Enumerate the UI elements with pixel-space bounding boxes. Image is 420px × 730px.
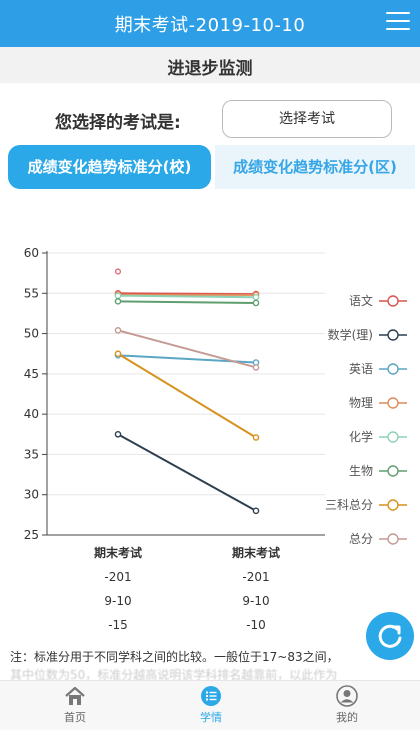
note-line-2: 其中位数为50，标准分越高说明该学科排名越靠前，以此作为	[10, 668, 338, 680]
data-point	[252, 294, 260, 301]
series-line-6	[117, 352, 257, 439]
x-tick-label: -201	[104, 570, 131, 584]
legend-marker	[387, 295, 399, 307]
nav-home[interactable]: 首页	[35, 685, 115, 725]
legend-label: 语文	[349, 293, 373, 308]
x-tick-label: -15	[108, 618, 128, 632]
user-icon	[336, 685, 358, 707]
data-point	[252, 299, 260, 307]
menu-icon[interactable]	[386, 12, 410, 32]
nav-mine[interactable]: 我的	[307, 685, 387, 725]
nav-study[interactable]: 学情	[171, 685, 251, 725]
list-icon	[201, 686, 221, 706]
x-tick-label: -201	[242, 570, 269, 584]
top-bar: 期末考试-2019-10-10	[0, 0, 420, 47]
select-exam-button[interactable]: 选择考试	[222, 100, 392, 138]
exam-select-label: 您选择的考试是:	[55, 113, 181, 133]
legend-label: 三科总分	[325, 498, 373, 512]
y-tick-label: 50	[24, 327, 39, 341]
legend-label: 英语	[349, 362, 373, 376]
legend-marker	[387, 465, 399, 477]
legend-label: 化学	[349, 429, 373, 444]
legend-marker	[387, 397, 399, 409]
x-tick-label: 9-10	[242, 594, 269, 608]
legend-label: 数学(理)	[328, 327, 373, 342]
data-point	[114, 298, 122, 305]
legend-label: 生物	[349, 464, 373, 478]
series-line-7	[117, 329, 257, 369]
data-point	[114, 268, 122, 275]
section-header: 进退步监测	[0, 47, 420, 83]
bottom-nav: 首页 学情 我的	[0, 680, 420, 730]
legend-marker	[387, 363, 399, 375]
series-line-5	[117, 300, 257, 304]
page-title: 期末考试-2019-10-10	[114, 15, 306, 36]
data-point	[252, 507, 260, 515]
exam-select-row: 您选择的考试是: 选择考试	[0, 100, 420, 140]
data-point	[114, 430, 122, 438]
tab-bar: 成绩变化趋势标准分(校) 成绩变化趋势标准分(区)	[8, 145, 415, 189]
legend-marker	[387, 533, 399, 545]
data-point	[114, 327, 122, 334]
y-tick-label: 55	[24, 286, 39, 300]
home-icon	[65, 686, 85, 705]
nav-mine-label: 我的	[336, 711, 358, 724]
tab-district-trend[interactable]: 成绩变化趋势标准分(区)	[215, 145, 415, 189]
x-tick-label: 9-10	[104, 594, 131, 608]
tab-school-trend[interactable]: 成绩变化趋势标准分(校)	[8, 145, 211, 189]
legend-marker	[387, 499, 399, 511]
data-point	[252, 434, 260, 441]
note-text: 注：标准分用于不同学科之间的比较。一般位于17~83之间， 其中位数为50，标准…	[10, 648, 415, 680]
legend-label: 物理	[349, 396, 373, 410]
data-point	[114, 292, 122, 300]
nav-study-label: 学情	[200, 711, 222, 724]
y-tick-label: 45	[24, 367, 39, 381]
y-tick-label: 35	[24, 447, 39, 461]
x-tick-label: -10	[246, 618, 266, 632]
y-tick-label: 60	[24, 246, 39, 260]
note-line-1: 注：标准分用于不同学科之间的比较。一般位于17~83之间，	[10, 650, 339, 664]
section-title: 进退步监测	[167, 59, 253, 79]
data-point	[114, 350, 122, 358]
x-tick-label: 期末考试	[94, 545, 142, 560]
y-tick-label: 40	[24, 407, 39, 421]
data-point	[252, 364, 260, 371]
refresh-button[interactable]	[366, 612, 414, 660]
legend-marker	[387, 431, 399, 443]
x-tick-label: 期末考试	[232, 545, 280, 560]
legend-label: 总分	[349, 532, 373, 546]
series-line-1	[117, 433, 257, 512]
refresh-icon	[378, 624, 402, 648]
trend-chart: 25 30 35 40 45 50 55 60 期末考试 -201 9-10 -15 期末考试 -201 9…	[24, 246, 407, 632]
legend-marker	[387, 329, 399, 341]
series-line-4	[117, 294, 257, 299]
y-tick-label: 25	[24, 528, 39, 542]
y-tick-label: 30	[24, 488, 39, 502]
nav-home-label: 首页	[64, 711, 86, 724]
